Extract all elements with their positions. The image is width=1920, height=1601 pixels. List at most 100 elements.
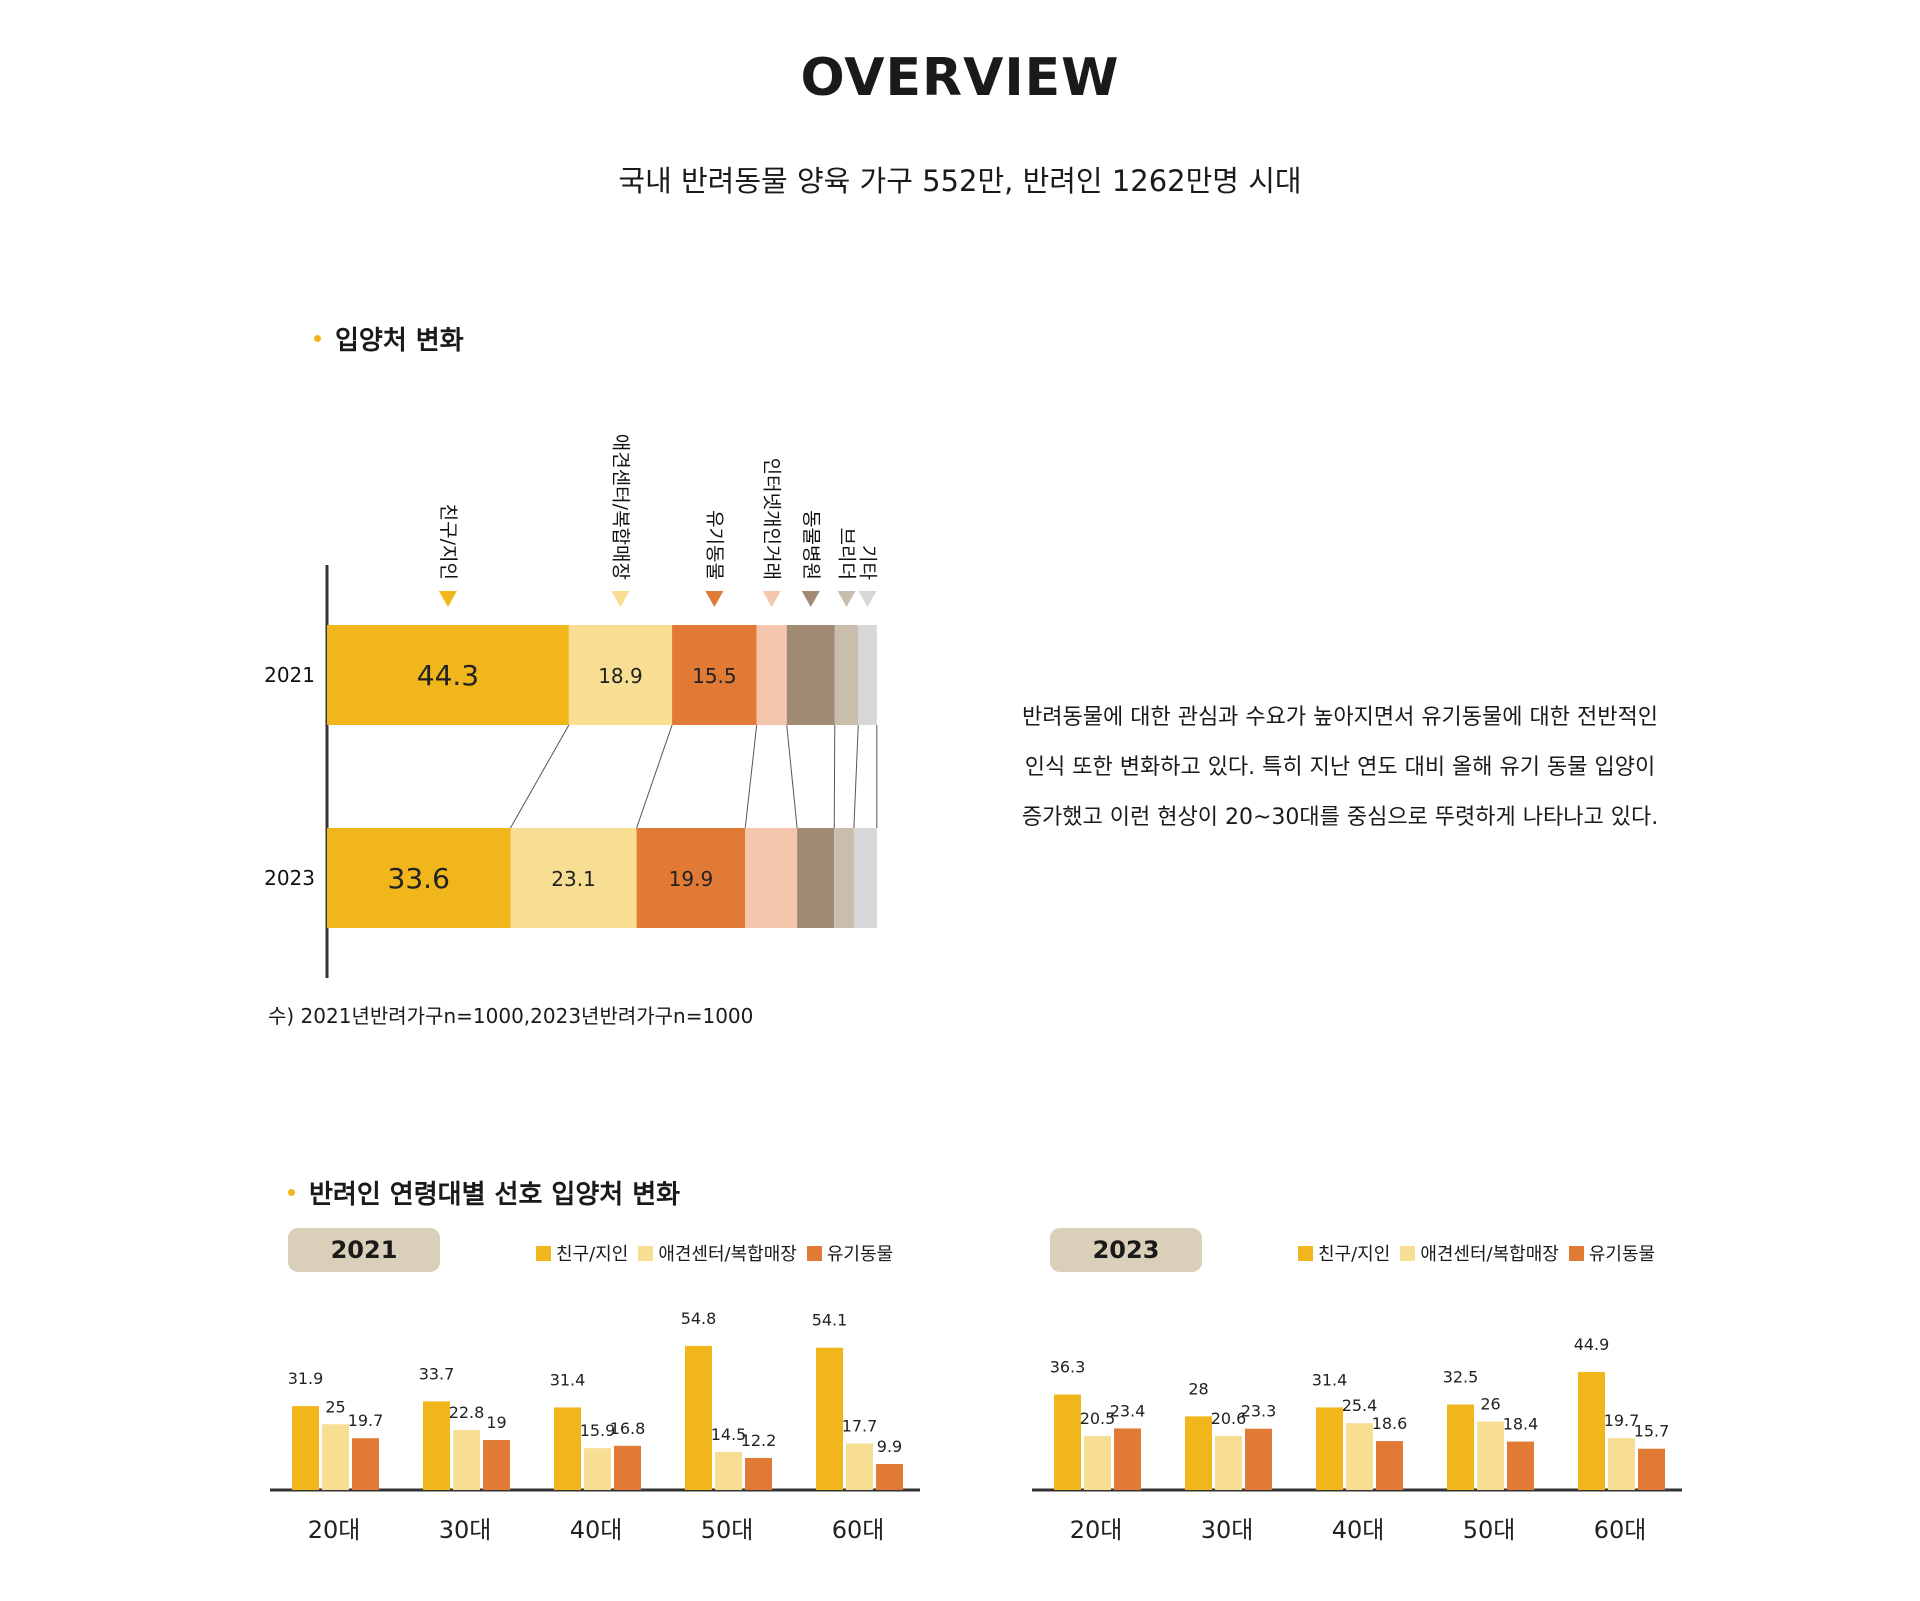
legend-item: 유기동물 — [1568, 1240, 1656, 1266]
description-line: 반려동물에 대한 관심과 수요가 높아지면서 유기동물에 대한 전반적인 — [1022, 705, 1658, 730]
legend-swatch — [806, 1245, 822, 1261]
bar — [614, 1445, 641, 1490]
data-label: 20.6 — [1211, 1409, 1247, 1428]
bar — [1376, 1441, 1403, 1490]
category-label: 2023 — [264, 866, 315, 890]
bar — [1608, 1438, 1635, 1490]
data-label: 54.8 — [681, 1309, 717, 1328]
page-subtitle: 국내 반려동물 양육 가구 552만, 반려인 1262만명 시대 — [618, 164, 1302, 198]
bar — [1054, 1394, 1081, 1490]
legend-label: 유기동물 — [1588, 1244, 1656, 1265]
data-label: 23.3 — [1241, 1402, 1277, 1421]
legend-item: 애견센터/복합매장 — [638, 1240, 797, 1266]
data-label: 31.9 — [288, 1369, 324, 1388]
x-tick-label: 30대 — [1201, 1516, 1254, 1544]
bar — [1084, 1436, 1111, 1490]
connector-line — [510, 724, 570, 829]
bar — [1578, 1371, 1605, 1490]
legend-label: 친구/지인 — [556, 1244, 629, 1265]
data-label: 16.8 — [610, 1419, 646, 1438]
section-title-adoption-change: 입양처 변화 — [314, 320, 464, 357]
legend-swatch — [536, 1245, 551, 1261]
legend-label: 애견센터/복합매장 — [658, 1244, 797, 1265]
series-label: 인터넷개인거래 — [761, 458, 783, 580]
legend-swatch — [1298, 1245, 1313, 1261]
series-label: 친구/지인 — [437, 504, 459, 580]
legend-label: 친구/지인 — [1318, 1244, 1391, 1265]
description-line: 증가했고 이런 현상이 20~30대를 중심으로 뚜렷하게 나타나고 있다. — [1021, 805, 1659, 830]
bar — [423, 1401, 450, 1490]
data-label: 54.1 — [812, 1311, 848, 1330]
data-label: 31.4 — [1312, 1370, 1348, 1389]
x-tick-label: 40대 — [1332, 1516, 1385, 1544]
data-label: 12.2 — [741, 1431, 777, 1450]
bar — [1346, 1423, 1373, 1490]
connector-line — [833, 724, 836, 829]
bar — [1316, 1407, 1343, 1490]
legend-swatch — [1400, 1245, 1416, 1261]
category-marker-icon — [438, 591, 457, 607]
category-marker-icon — [858, 591, 877, 607]
data-label: 28 — [1188, 1379, 1208, 1398]
series-label: 애견센터/복합매장 — [609, 434, 631, 580]
category-marker-icon — [762, 591, 781, 607]
bar — [1477, 1421, 1504, 1490]
stacked-bar-segment — [745, 828, 798, 928]
data-label: 17.7 — [842, 1416, 878, 1435]
data-label: 9.9 — [877, 1437, 902, 1456]
data-label: 19 — [486, 1413, 506, 1432]
bar — [453, 1430, 480, 1490]
legend-item: 유기동물 — [806, 1240, 893, 1266]
series-label: 유기동물 — [703, 510, 725, 580]
series-label: 동물병원 — [800, 510, 822, 580]
bar — [1114, 1428, 1141, 1490]
bar — [322, 1424, 349, 1490]
data-label: 19.9 — [669, 867, 714, 891]
bullet-dot-icon — [314, 335, 321, 342]
data-label: 20.5 — [1080, 1409, 1116, 1428]
bullet-dot-icon — [288, 1189, 295, 1196]
data-label: 18.6 — [1372, 1414, 1408, 1433]
connector-line — [786, 724, 798, 829]
data-label: 25 — [325, 1397, 345, 1416]
stacked-bar-segment — [756, 625, 787, 725]
bar — [816, 1347, 843, 1490]
bar — [715, 1451, 742, 1490]
bar — [846, 1443, 873, 1490]
stacked-bar-segment — [858, 625, 877, 725]
bar — [1447, 1404, 1474, 1490]
stacked-bar-segment — [327, 828, 511, 928]
legend-item: 친구/지인 — [1298, 1240, 1390, 1266]
bar — [1507, 1441, 1534, 1490]
x-tick-label: 60대 — [1594, 1516, 1647, 1544]
data-label: 15.5 — [692, 664, 737, 688]
category-marker-icon — [611, 591, 630, 607]
data-label: 44.9 — [1574, 1335, 1610, 1354]
data-label: 18.4 — [1503, 1415, 1539, 1434]
x-tick-label: 20대 — [308, 1516, 361, 1544]
description-text: 반려동물에 대한 관심과 수요가 높아지면서 유기동물에 대한 전반적인 인식 … — [970, 693, 1710, 843]
year-pill-2021: 2021 — [288, 1228, 440, 1272]
data-label: 14.5 — [711, 1425, 747, 1444]
stacked-bar-segment — [568, 625, 673, 725]
legend-2023: 친구/지인 애견센터/복합매장 유기동물 — [1298, 1240, 1665, 1266]
legend-swatch — [1568, 1245, 1584, 1261]
bar — [292, 1406, 319, 1490]
bar — [745, 1457, 772, 1490]
bar — [1245, 1428, 1272, 1490]
year-pill-2023: 2023 — [1050, 1228, 1202, 1272]
bar — [554, 1407, 581, 1490]
stacked-bar-segment — [636, 828, 746, 928]
stacked-bar-segment — [672, 625, 757, 725]
bar — [1638, 1448, 1665, 1490]
bar — [685, 1345, 712, 1490]
category-label: 2021 — [264, 663, 315, 687]
data-label: 15.9 — [580, 1421, 616, 1440]
stacked-bar-segment — [510, 828, 637, 928]
connector-line — [636, 724, 673, 829]
category-marker-icon — [837, 591, 856, 607]
data-label: 19.7 — [1604, 1411, 1640, 1430]
description-line: 인식 또한 변화하고 있다. 특히 지난 연도 대비 올해 유기 동물 입양이 — [1024, 755, 1656, 780]
